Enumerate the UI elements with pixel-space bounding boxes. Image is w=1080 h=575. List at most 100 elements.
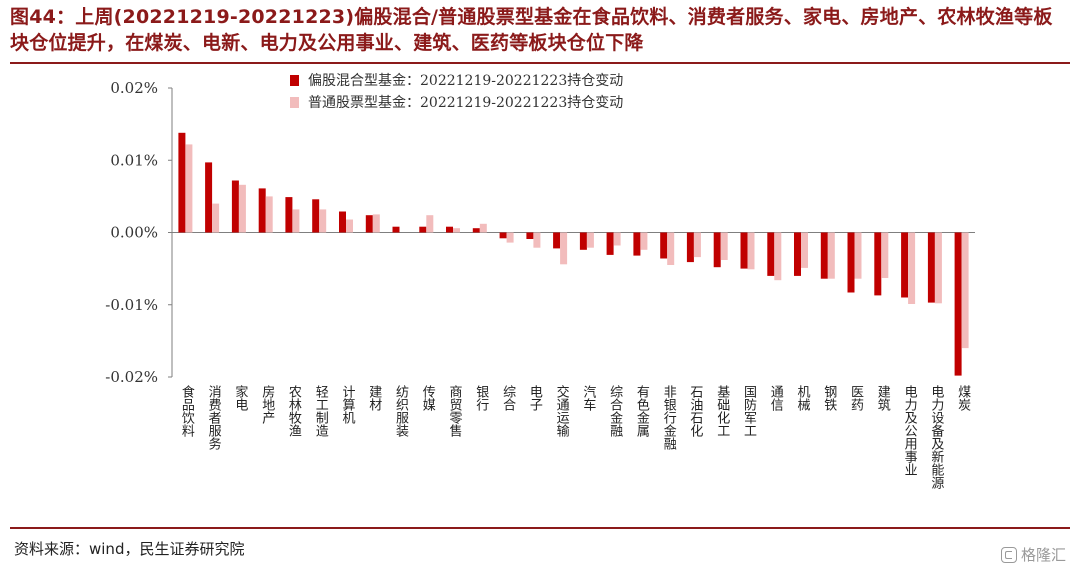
category-label: 农林牧渔 xyxy=(286,385,302,437)
category-label: 建筑 xyxy=(875,385,891,412)
bar-mixed-0 xyxy=(178,132,186,233)
bar-mixed-16 xyxy=(606,232,614,255)
bar-mixed-14 xyxy=(553,232,561,249)
bar-mixed-3 xyxy=(258,188,266,233)
bar-mixed-22 xyxy=(767,232,775,276)
legend: 偏股混合型基金：20221219-20221223持仓变动普通股票型基金：202… xyxy=(290,72,623,111)
bar-mixed-13 xyxy=(526,232,534,239)
bar-mixed-26 xyxy=(874,232,882,296)
bar-mixed-5 xyxy=(312,199,320,233)
category-label: 汽车 xyxy=(580,385,596,411)
bar-mixed-9 xyxy=(419,226,427,233)
y-tick-label: 0.01% xyxy=(110,151,158,169)
bar-mixed-10 xyxy=(446,226,453,233)
category-label: 石油石化 xyxy=(687,385,703,438)
bar-mixed-25 xyxy=(847,232,855,293)
category-label: 电力设备及新能源 xyxy=(928,385,944,489)
category-label: 银行 xyxy=(473,385,489,412)
y-tick-label: -0.02% xyxy=(105,368,158,386)
bar-stock-9 xyxy=(426,215,434,233)
category-label: 机械 xyxy=(795,385,811,411)
bar-stock-22 xyxy=(774,232,782,281)
bar-stock-4 xyxy=(292,209,300,233)
bar-stock-26 xyxy=(881,232,889,278)
category-label: 房地产 xyxy=(259,384,275,425)
y-tick-label: -0.01% xyxy=(105,296,158,314)
bar-stock-28 xyxy=(934,232,942,304)
category-label: 国防军工 xyxy=(741,385,757,437)
source-note: 资料来源：wind，民生证券研究院 xyxy=(14,540,245,558)
category-label: 轻工制造 xyxy=(313,385,329,438)
category-label: 电力及公用事业 xyxy=(902,385,918,476)
bar-stock-18 xyxy=(667,232,675,265)
watermark: 格隆汇 xyxy=(1000,544,1066,565)
category-label: 传媒 xyxy=(420,385,436,411)
bars xyxy=(178,132,969,376)
category-label: 煤炭 xyxy=(955,385,971,412)
y-tick-label: 0.00% xyxy=(110,224,158,242)
bar-mixed-18 xyxy=(660,232,668,259)
category-label: 商贸零售 xyxy=(447,385,463,437)
watermark-text: 格隆汇 xyxy=(1020,546,1066,564)
bar-mixed-28 xyxy=(927,232,935,303)
chart-title: 图44：上周(20221219-20221223)偏股混合/普通股票型基金在食品… xyxy=(10,6,1053,54)
bar-stock-25 xyxy=(854,232,862,279)
category-label: 纺织服装 xyxy=(393,385,409,437)
category-label: 综合 xyxy=(500,385,515,411)
bar-stock-19 xyxy=(693,232,701,258)
bar-stock-16 xyxy=(613,232,621,246)
bar-stock-12 xyxy=(506,232,514,243)
bar-stock-17 xyxy=(640,232,648,250)
bar-stock-29 xyxy=(961,232,969,349)
bar-chart: 偏股混合型基金：20221219-20221223持仓变动普通股票型基金：202… xyxy=(105,72,975,489)
category-label: 钢铁 xyxy=(821,385,837,411)
bar-mixed-17 xyxy=(633,232,641,256)
category-label: 通信 xyxy=(768,385,784,411)
bar-stock-23 xyxy=(801,232,808,268)
bar-stock-3 xyxy=(265,196,273,233)
bar-mixed-19 xyxy=(686,232,694,263)
category-labels: 食品饮料 消费者服务 家电 房地产 农林牧渔 轻工制造 计算机 建材 纺织服装 传媒 商贸零售 银行综… xyxy=(179,384,971,489)
bar-mixed-6 xyxy=(339,211,346,233)
category-label: 有色金属 xyxy=(634,385,650,438)
bar-stock-24 xyxy=(827,232,835,279)
category-label: 综合金融 xyxy=(607,385,623,437)
bar-mixed-4 xyxy=(285,197,293,233)
category-label: 医药 xyxy=(848,385,864,411)
category-label: 建材 xyxy=(366,385,382,411)
bar-mixed-29 xyxy=(954,232,962,376)
y-tick-label: 0.02% xyxy=(110,79,158,97)
bar-stock-15 xyxy=(586,232,594,248)
legend-label-2: 普通股票型基金：20221219-20221223持仓变动 xyxy=(308,94,623,111)
bar-stock-6 xyxy=(346,219,353,233)
bar-mixed-11 xyxy=(472,228,480,233)
bar-mixed-15 xyxy=(579,232,587,250)
footer-divider xyxy=(10,527,1070,529)
bar-mixed-2 xyxy=(231,180,239,233)
bar-mixed-23 xyxy=(794,232,801,276)
bar-mixed-7 xyxy=(365,215,373,233)
bar-stock-27 xyxy=(908,232,916,304)
bar-mixed-21 xyxy=(740,232,748,269)
bar-stock-1 xyxy=(212,203,220,233)
bar-mixed-24 xyxy=(820,232,828,279)
category-label: 电子 xyxy=(527,385,543,411)
bar-mixed-27 xyxy=(901,232,909,298)
category-label: 计算机 xyxy=(340,385,356,425)
category-label: 非银行金融 xyxy=(661,385,677,450)
bar-stock-11 xyxy=(479,223,487,233)
bar-stock-14 xyxy=(560,232,568,265)
category-label: 基础化工 xyxy=(714,385,730,437)
bar-stock-0 xyxy=(185,144,193,233)
bar-mixed-1 xyxy=(205,162,213,233)
bar-stock-20 xyxy=(720,232,728,260)
category-label: 家电 xyxy=(232,384,248,411)
bar-stock-7 xyxy=(372,214,380,233)
bar-stock-21 xyxy=(747,232,755,270)
bar-mixed-12 xyxy=(499,232,507,239)
y-axis: 0.02% 0.01% 0.00% -0.01% -0.02% xyxy=(105,79,975,386)
bar-mixed-8 xyxy=(392,226,400,233)
title-divider xyxy=(10,62,1070,64)
bar-stock-5 xyxy=(319,209,327,233)
category-label: 交通运输 xyxy=(554,384,570,437)
